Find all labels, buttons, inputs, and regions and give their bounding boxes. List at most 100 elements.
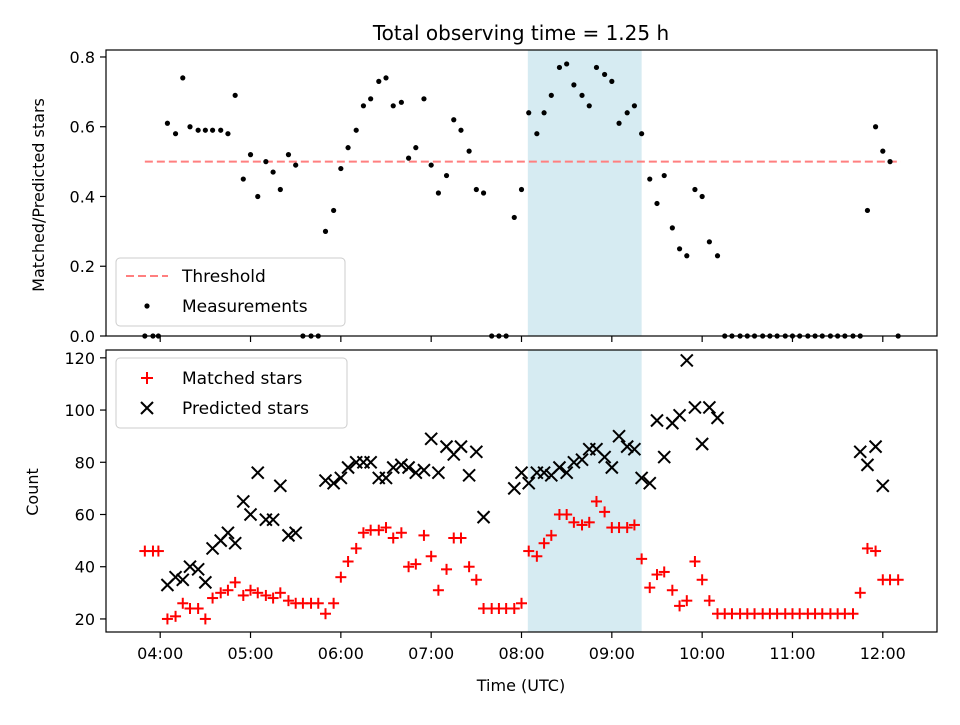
- measurement-point: [661, 172, 667, 179]
- bottom-panel: 20 40 60 80 100 120 04:00 05:00 06:00 07:00 08:00…: [23, 349, 938, 695]
- matched-point: [328, 597, 340, 609]
- matched-point: [267, 592, 279, 604]
- measurement-point: [602, 71, 608, 78]
- matched-point: [380, 522, 392, 534]
- matched-point: [523, 545, 535, 557]
- measurement-point: [571, 82, 577, 88]
- measurement-point: [511, 214, 517, 221]
- measurement-point: [586, 103, 592, 109]
- measurement-point: [872, 124, 879, 130]
- measurement-point: [631, 103, 638, 109]
- bottom-y-tick-label-4: 100: [64, 401, 95, 420]
- measurement-point: [518, 186, 525, 193]
- predicted-point: [334, 471, 348, 485]
- predicted-point: [431, 466, 446, 480]
- predicted-point: [183, 560, 197, 574]
- predicted-points: [160, 353, 890, 592]
- measurement-point: [209, 127, 216, 133]
- bottom-y-tick-label-2: 60: [75, 506, 95, 525]
- x-tick-label-1: 05:00: [227, 644, 273, 663]
- predicted-point: [409, 466, 423, 480]
- matched-point: [410, 558, 422, 570]
- measurement-point: [202, 127, 208, 133]
- matched-point: [568, 516, 580, 528]
- top-panel: 0.00.20.40.60.8 Matched/Predicted stars …: [29, 48, 938, 346]
- predicted-point: [868, 439, 883, 454]
- measurement-point: [172, 131, 179, 137]
- predicted-point: [567, 455, 581, 469]
- measurement-point: [398, 99, 404, 105]
- top-y-tick-label-4: 0.8: [70, 48, 95, 67]
- matched-point: [237, 589, 249, 601]
- x-tick-label-2: 06:00: [318, 644, 364, 663]
- predicted-point: [537, 466, 551, 480]
- measurement-point: [285, 152, 292, 158]
- measurement-point: [609, 78, 615, 84]
- measurement-point: [435, 190, 441, 196]
- predicted-point: [251, 466, 265, 480]
- measurement-point: [534, 131, 540, 137]
- predicted-point: [454, 439, 468, 454]
- measurement-point: [383, 75, 389, 81]
- predicted-point: [559, 466, 574, 480]
- bottom-legend: Matched stars Predicted stars: [115, 357, 348, 429]
- measurement-point: [639, 131, 645, 137]
- measurement-point: [526, 110, 532, 116]
- matched-point: [350, 542, 362, 554]
- predicted-point: [266, 513, 280, 527]
- matched-point: [666, 584, 678, 596]
- measurement-point: [714, 253, 721, 259]
- predicted-point: [198, 575, 213, 590]
- top-highlight-span: [527, 50, 642, 336]
- matched-point: [561, 509, 573, 520]
- predicted-point: [507, 481, 521, 496]
- bottom-y-tick-label-3: 80: [75, 453, 95, 472]
- measurement-point: [331, 207, 337, 214]
- predicted-point: [326, 476, 341, 490]
- matched-point: [282, 595, 294, 607]
- measurement-point: [887, 159, 893, 165]
- measurement-point: [277, 186, 283, 193]
- predicted-point: [417, 463, 431, 477]
- matched-point: [545, 529, 557, 541]
- measurement-point: [338, 165, 344, 172]
- predicted-point: [318, 473, 333, 488]
- legend-threshold-label: Threshold: [181, 267, 266, 287]
- matched-point: [222, 584, 234, 596]
- predicted-point: [695, 437, 709, 451]
- matched-point: [403, 561, 415, 573]
- predicted-point: [236, 494, 251, 509]
- measurement-point: [293, 162, 299, 168]
- matched-point: [395, 527, 407, 539]
- x-tick-label-8: 12:00: [860, 644, 906, 663]
- matched-point: [207, 592, 219, 604]
- predicted-point: [643, 476, 657, 490]
- measurement-point: [270, 169, 276, 175]
- matched-point: [538, 537, 550, 549]
- matched-point: [387, 532, 399, 544]
- top-y-ticks: 0.0 0.2 0.4 0.6 0.8: [70, 48, 106, 346]
- matched-point: [432, 584, 444, 596]
- measurement-point: [322, 228, 329, 234]
- matched-point: [696, 574, 708, 586]
- measurement-point: [421, 96, 427, 102]
- predicted-point: [514, 466, 529, 480]
- measurement-point: [443, 172, 450, 179]
- bottom-x-ticks: 04:00 05:00 06:00 07:00 08:00 09:00 10:00 11:00…: [137, 632, 906, 663]
- predicted-point: [605, 460, 619, 475]
- bottom-y-tick-label-0: 20: [75, 610, 95, 629]
- matched-point: [161, 613, 173, 625]
- predicted-point: [627, 442, 642, 456]
- measurement-point: [684, 253, 690, 259]
- measurement-point: [880, 148, 886, 154]
- legend-predicted-swatch: [140, 401, 154, 415]
- matched-point: [441, 563, 453, 575]
- predicted-point: [672, 408, 687, 422]
- bottom-y-ticks: 20 40 60 80 100 120: [64, 349, 106, 629]
- matched-point: [861, 542, 873, 554]
- predicted-point: [522, 476, 536, 490]
- bottom-y-tick-label-1: 40: [75, 558, 95, 577]
- measurement-point: [669, 225, 675, 231]
- matched-point: [847, 608, 859, 620]
